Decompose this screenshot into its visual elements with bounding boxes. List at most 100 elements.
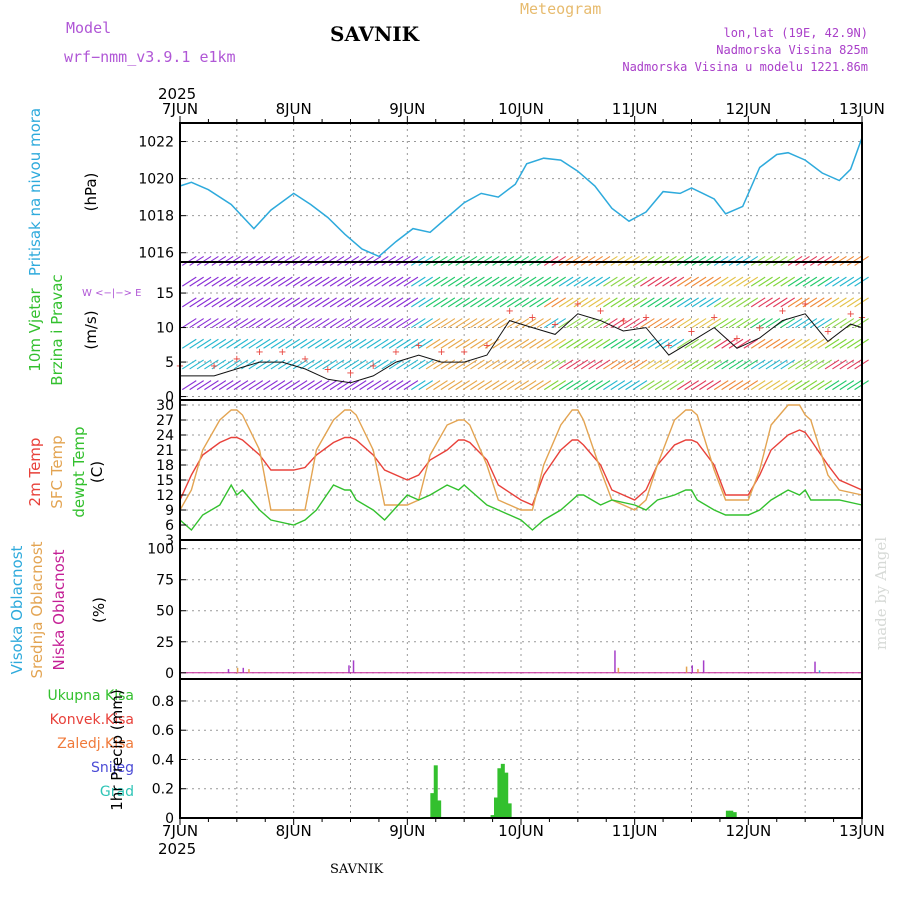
wind-barb — [433, 380, 448, 391]
wind-barb — [337, 359, 352, 370]
wind-barb — [307, 380, 323, 391]
wind-barb — [278, 276, 293, 287]
wind-barb — [580, 380, 596, 391]
wind-barb — [699, 297, 714, 308]
wind-barb — [248, 255, 264, 266]
wind-barb — [462, 338, 478, 349]
cloud-tick-label: 50 — [156, 604, 174, 620]
wind-barb — [204, 276, 219, 287]
model-label: Model — [66, 19, 112, 37]
wind-barb — [418, 380, 433, 391]
wind-barb — [388, 359, 404, 370]
wind-barb — [654, 255, 670, 266]
wind-barb — [795, 359, 810, 370]
wind-barb — [233, 297, 249, 308]
wind-barb — [699, 359, 714, 370]
wind-barb — [521, 318, 537, 329]
wind-barb — [640, 255, 655, 266]
wind-barb — [699, 338, 714, 349]
wind-barb — [647, 380, 663, 391]
wind-barb — [743, 255, 759, 266]
wind-barb — [418, 338, 433, 349]
wind-barb — [773, 359, 788, 370]
precip-bar — [490, 815, 495, 818]
wind-barb — [499, 380, 515, 391]
wind-barb — [470, 255, 485, 266]
wind-barb — [499, 255, 515, 266]
wind-barb — [248, 297, 264, 308]
wind-barb — [713, 255, 729, 266]
wind-barb — [728, 380, 744, 391]
wind-barb — [278, 255, 293, 266]
wind-barb — [484, 297, 500, 308]
wind-barb — [211, 276, 227, 287]
wind-barb — [241, 276, 256, 287]
precip-bar — [437, 800, 442, 818]
temp-axis-title-2: SFC Temp — [48, 435, 66, 508]
wind-barb — [396, 359, 411, 370]
x-tick-label-bottom: 10JUN — [498, 822, 544, 840]
wind-barb — [374, 255, 389, 266]
wind-barb — [595, 297, 611, 308]
wind-barb — [359, 276, 374, 287]
wind-barb — [366, 276, 382, 287]
wind-barb — [846, 380, 862, 391]
wind-barb — [366, 297, 382, 308]
wind-barb — [846, 276, 862, 287]
wind-barb — [773, 338, 788, 349]
wind-barb — [758, 318, 773, 329]
precip-axis-title: 1hr Precip (mm) — [108, 689, 126, 810]
wind-barb — [647, 359, 663, 370]
x-tick-label-bottom: 9JUN — [389, 822, 425, 840]
wind-barb — [396, 276, 411, 287]
wind-barb — [684, 338, 699, 349]
wind-barb — [374, 359, 389, 370]
wind-barb — [595, 338, 611, 349]
wind-barb — [292, 380, 308, 391]
wind-barb — [802, 380, 818, 391]
wind-barb — [566, 338, 581, 349]
wind-barb — [654, 338, 670, 349]
wind-barb — [411, 338, 426, 349]
wind-barb — [573, 255, 589, 266]
wind-barb — [285, 338, 301, 349]
wind-barb — [536, 318, 552, 329]
wind-barb — [514, 380, 530, 391]
wind-gust-marker: + — [324, 364, 332, 375]
wind-gust-marker: + — [415, 340, 423, 351]
wind-barb — [484, 255, 500, 266]
wind-barb — [603, 359, 618, 370]
wind-barb — [492, 359, 507, 370]
wind-barb — [388, 255, 404, 266]
wind-barb — [314, 318, 330, 329]
wind-barb — [366, 318, 382, 329]
wind-barb — [765, 276, 781, 287]
wind-axis-title-2: Brzina i Pravac — [48, 274, 66, 385]
wind-barb — [647, 255, 663, 266]
wind-compass-label: W <−|−> E — [82, 288, 141, 299]
wind-barb — [780, 297, 796, 308]
wind-barb — [204, 255, 219, 266]
wind-barb — [536, 338, 552, 349]
wind-barb — [706, 359, 722, 370]
wind-barb — [721, 276, 736, 287]
wind-barb — [773, 255, 788, 266]
wind-barb — [440, 318, 456, 329]
wind-barb — [529, 359, 544, 370]
wind-barb — [374, 338, 389, 349]
wind-barb — [425, 338, 441, 349]
wind-barb — [610, 276, 626, 287]
wind-barb — [750, 380, 766, 391]
wind-barb — [721, 297, 736, 308]
wind-barb — [566, 318, 581, 329]
wind-barb — [507, 380, 522, 391]
wind-barb — [233, 255, 249, 266]
wind-barb — [662, 359, 677, 370]
pressure-axis-title: Pritisak na nivou mora — [26, 108, 44, 276]
wind-barb — [270, 380, 286, 391]
station-title: SAVNIK — [330, 22, 420, 46]
wind-barb — [566, 359, 581, 370]
wind-barb — [344, 338, 360, 349]
wind-barb — [433, 359, 448, 370]
wind-gust-marker: + — [255, 347, 263, 358]
